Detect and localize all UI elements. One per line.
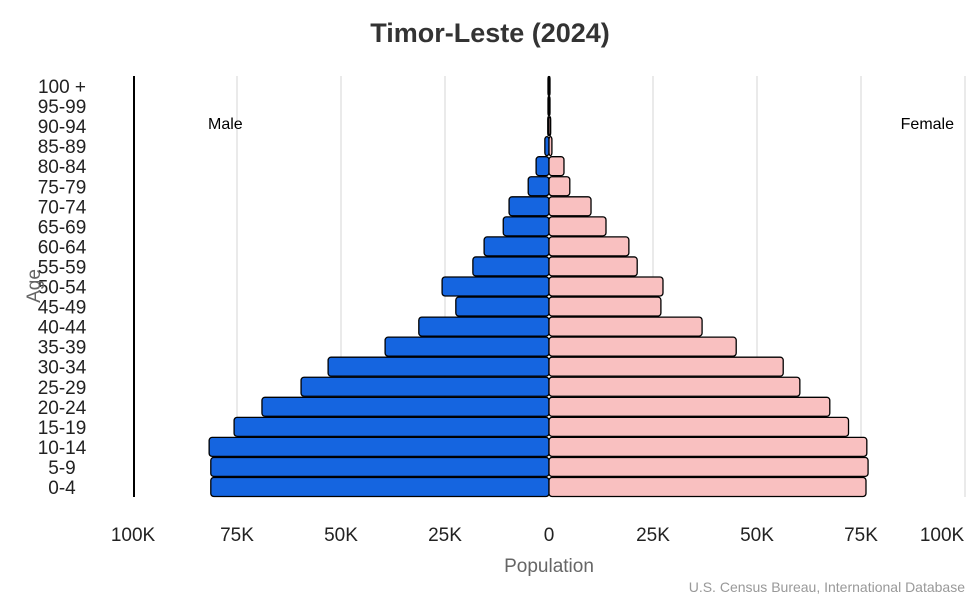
age-label: 100 + [38, 77, 86, 98]
bar-female [548, 135, 553, 157]
bar-male [483, 236, 550, 257]
age-label: 10-14 [38, 438, 87, 459]
age-label: 95-99 [38, 97, 87, 118]
bar-female [548, 156, 565, 177]
bar-female [548, 115, 552, 137]
x-tick-label: 100K [111, 525, 156, 546]
x-tick-label: 25K [636, 525, 670, 546]
bar-female [548, 236, 630, 257]
bar-male [261, 396, 550, 417]
age-label: 40-44 [38, 318, 87, 339]
series-label-female: Female [901, 116, 954, 133]
bar-female [548, 476, 867, 498]
bar-female [548, 356, 784, 377]
age-label: 75-79 [38, 177, 87, 198]
age-label: 15-19 [38, 418, 87, 439]
x-tick-label: 0 [544, 525, 555, 546]
bar-male [441, 276, 550, 297]
bar-female [548, 456, 869, 478]
bar-male [210, 456, 550, 478]
age-label: 70-74 [38, 197, 87, 218]
bar-female [548, 276, 664, 297]
bar-male [210, 476, 550, 498]
bar-male [300, 376, 550, 397]
bar-female [548, 416, 850, 438]
bar-male [208, 436, 550, 458]
series-label-male: Male [208, 116, 243, 133]
bar-female [548, 376, 801, 397]
bar-male [527, 176, 550, 197]
bars [208, 75, 869, 498]
source-credit: U.S. Census Bureau, International Databa… [689, 579, 965, 595]
bar-female [548, 75, 551, 97]
y-axis-title: Age [24, 269, 45, 303]
bar-male [508, 196, 550, 217]
bar-male [535, 156, 550, 177]
age-label: 5-9 [48, 458, 75, 479]
bar-female [548, 196, 592, 217]
bar-female [548, 316, 703, 337]
bar-female [548, 436, 868, 458]
x-tick-label: 75K [844, 525, 878, 546]
bar-female [548, 396, 831, 417]
bar-male [472, 256, 550, 277]
bar-male [418, 316, 550, 337]
bar-female [548, 296, 662, 317]
x-tick-label: 50K [740, 525, 774, 546]
age-label: 20-24 [38, 398, 87, 419]
x-tick-label: 75K [220, 525, 254, 546]
x-tick-label: 100K [920, 525, 965, 546]
age-label: 85-89 [38, 137, 87, 158]
bar-female [548, 336, 737, 357]
age-label: 50-54 [38, 278, 87, 299]
age-label: 30-34 [38, 358, 87, 379]
bar-female [548, 256, 638, 277]
bar-male [233, 416, 550, 438]
bar-male [455, 296, 550, 317]
age-label: 60-64 [38, 237, 87, 258]
bar-male [384, 336, 550, 357]
bar-female [548, 216, 607, 237]
age-label: 25-29 [38, 378, 87, 399]
age-label: 45-49 [38, 298, 87, 319]
age-label: 55-59 [38, 257, 87, 278]
x-tick-label: 25K [428, 525, 462, 546]
x-tick-labels: 100K 75K 50K 25K 0 25K 50K 75K 100K [111, 525, 965, 546]
x-tick-label: 50K [324, 525, 358, 546]
bar-male [502, 216, 550, 237]
age-labels: 100 +95-9990-9485-8980-8475-7970-7465-69… [38, 77, 87, 499]
age-label: 35-39 [38, 338, 87, 359]
age-label: 90-94 [38, 117, 87, 138]
bar-male [327, 356, 550, 377]
age-label: 0-4 [48, 478, 76, 499]
bar-female [548, 95, 551, 117]
x-axis-title: Population [504, 556, 594, 577]
bar-female [548, 176, 571, 197]
chart-title: Timor-Leste (2024) [370, 18, 610, 48]
age-label: 65-69 [38, 217, 87, 238]
age-label: 80-84 [38, 157, 87, 178]
